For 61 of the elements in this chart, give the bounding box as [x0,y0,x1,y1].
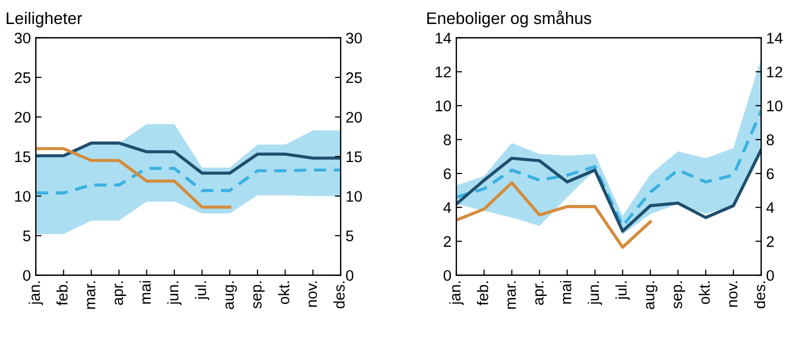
line-series [36,142,341,175]
y-tick-label: 14 [436,32,452,44]
line-series [456,181,652,249]
x-tick-label: feb. [476,281,488,306]
x-tick-label: jun. [588,281,602,306]
y-tick-label: 0 [23,270,30,281]
line-series [456,148,762,233]
x-tick-label: aug. [226,281,237,310]
y2-tick-label: 12 [767,66,782,78]
y-tick-label: 12 [436,66,451,78]
x-tick-label: feb. [56,281,68,306]
x-tick-label: jul. [616,281,630,300]
y-tick-label: 15 [15,152,30,162]
y2-tick-label: 30 [346,32,362,44]
y-tick-label: 5 [23,230,30,242]
x-tick-label: nov. [729,281,738,307]
line-series [36,147,232,209]
y2-tick-label: 6 [766,168,774,180]
y2-tick-label: 2 [766,236,774,247]
y2-tick-label: 10 [346,190,362,202]
y2-tick-label: 10 [767,100,782,112]
y2-tick-label: 15 [346,152,362,162]
y-tick-label: 4 [443,202,452,213]
x-tick-label: mar. [508,281,516,309]
y-tick-label: 25 [14,72,30,84]
y-tick-label: 0 [444,270,451,281]
x-tick-label: okt. [698,281,710,304]
y2-tick-label: 0 [766,270,774,281]
y-tick-label: 10 [436,100,451,112]
x-tick-label: sep. [674,281,686,309]
y2-tick-label: 14 [767,32,783,44]
chart-title: Eneboliger og småhus [427,10,592,28]
x-tick-label: aug. [646,281,658,310]
x-tick-label: nov. [308,281,317,307]
x-tick-label: mai [560,281,572,304]
y-tick-label: 8 [444,134,451,146]
x-tick-label: mai [140,281,151,304]
y-tick-label: 2 [444,236,451,247]
y-tick-label: 10 [15,190,30,202]
y2-tick-label: 4 [766,202,774,213]
x-tick-label: jul. [194,281,210,300]
y-tick-label: 6 [444,168,451,180]
y2-tick-label: 8 [766,134,774,146]
x-tick-label: jun. [167,281,182,306]
y-tick-label: 20 [14,112,30,123]
x-tick-label: des. [333,281,345,308]
x-tick-label: mar. [87,281,96,309]
y2-tick-label: 5 [346,230,354,242]
y2-tick-label: 0 [346,270,354,281]
x-tick-label: apr. [114,281,126,305]
y-tick-label: 30 [14,32,30,44]
x-tick-label: okt. [278,281,290,304]
line-series [36,166,341,194]
chart-title: Leiligheter [6,12,82,28]
x-tick-label: des. [754,281,766,308]
x-tick-label: jan. [28,281,43,306]
x-tick-label: sep. [253,281,265,309]
y2-tick-label: 20 [346,112,362,123]
x-tick-label: apr. [535,281,547,305]
y2-tick-label: 25 [346,72,362,84]
x-tick-label: jan. [449,281,464,306]
